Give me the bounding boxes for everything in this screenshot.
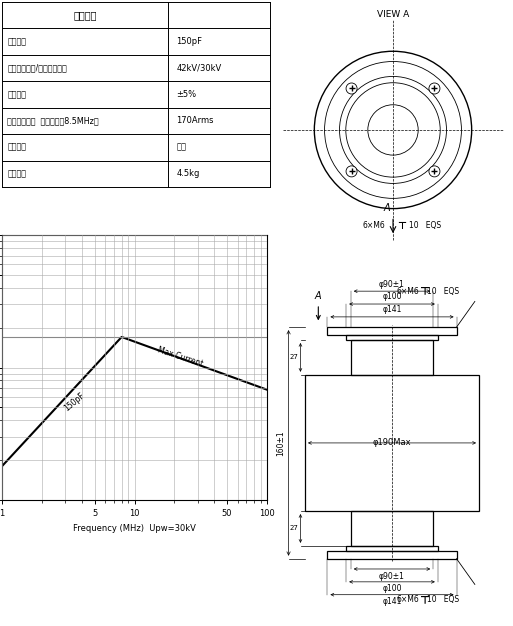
Bar	[327, 327, 457, 335]
Circle shape	[429, 83, 440, 94]
Text: 最大射频电流  （射频频率8.5MHz）: 最大射频电流 （射频频率8.5MHz）	[7, 116, 99, 125]
Bar	[346, 546, 438, 551]
Text: 10   EQS: 10 EQS	[427, 595, 459, 604]
Text: 传导: 传导	[176, 143, 186, 152]
Text: φ141: φ141	[382, 305, 402, 314]
Bar	[351, 340, 433, 375]
Text: 10   EQS: 10 EQS	[409, 222, 441, 230]
Text: 4.5kg: 4.5kg	[176, 169, 200, 178]
Bar	[351, 511, 433, 546]
Circle shape	[429, 166, 440, 177]
Text: 峰值试验电压/峰值工作电压: 峰值试验电压/峰值工作电压	[7, 64, 67, 73]
Circle shape	[346, 166, 357, 177]
Text: A: A	[383, 203, 390, 213]
Text: 150pF: 150pF	[176, 37, 202, 46]
Text: φ100: φ100	[382, 292, 402, 302]
Text: 27: 27	[290, 354, 299, 361]
Text: ⊤: ⊤	[420, 286, 429, 296]
Text: φ90±1: φ90±1	[379, 280, 405, 289]
Bar	[327, 551, 457, 558]
Text: A: A	[315, 292, 322, 302]
Text: φ190Max: φ190Max	[372, 438, 411, 448]
Text: φ100: φ100	[382, 585, 402, 593]
Text: 标称容量: 标称容量	[7, 37, 26, 46]
Text: 10   EQS: 10 EQS	[427, 287, 459, 295]
Text: ⊤: ⊤	[397, 221, 406, 231]
Circle shape	[346, 83, 357, 94]
Bar	[305, 375, 479, 511]
X-axis label: Frequency (MHz)  Upw=30kV: Frequency (MHz) Upw=30kV	[73, 523, 196, 533]
Text: 27: 27	[290, 525, 299, 531]
Text: 42kV/30kV: 42kV/30kV	[176, 64, 222, 73]
Text: ±5%: ±5%	[176, 90, 196, 99]
Text: ⊤: ⊤	[420, 595, 429, 605]
Text: 主要参数: 主要参数	[73, 10, 97, 20]
Text: 150pF: 150pF	[62, 391, 86, 413]
Text: 6×M6: 6×M6	[362, 222, 385, 230]
Text: 6×M6: 6×M6	[397, 595, 419, 604]
Text: φ141: φ141	[382, 597, 402, 606]
Bar	[346, 335, 438, 340]
Text: 最大重量: 最大重量	[7, 169, 26, 178]
Text: VIEW A: VIEW A	[377, 11, 409, 19]
Text: 170Arms: 170Arms	[176, 116, 214, 125]
Text: φ90±1: φ90±1	[379, 572, 405, 580]
Text: 容量偏差: 容量偏差	[7, 90, 26, 99]
Text: 160±1: 160±1	[276, 430, 285, 456]
Text: Max Current: Max Current	[156, 346, 204, 369]
Text: 6×M6: 6×M6	[397, 287, 419, 295]
Text: 冷却方式: 冷却方式	[7, 143, 26, 152]
